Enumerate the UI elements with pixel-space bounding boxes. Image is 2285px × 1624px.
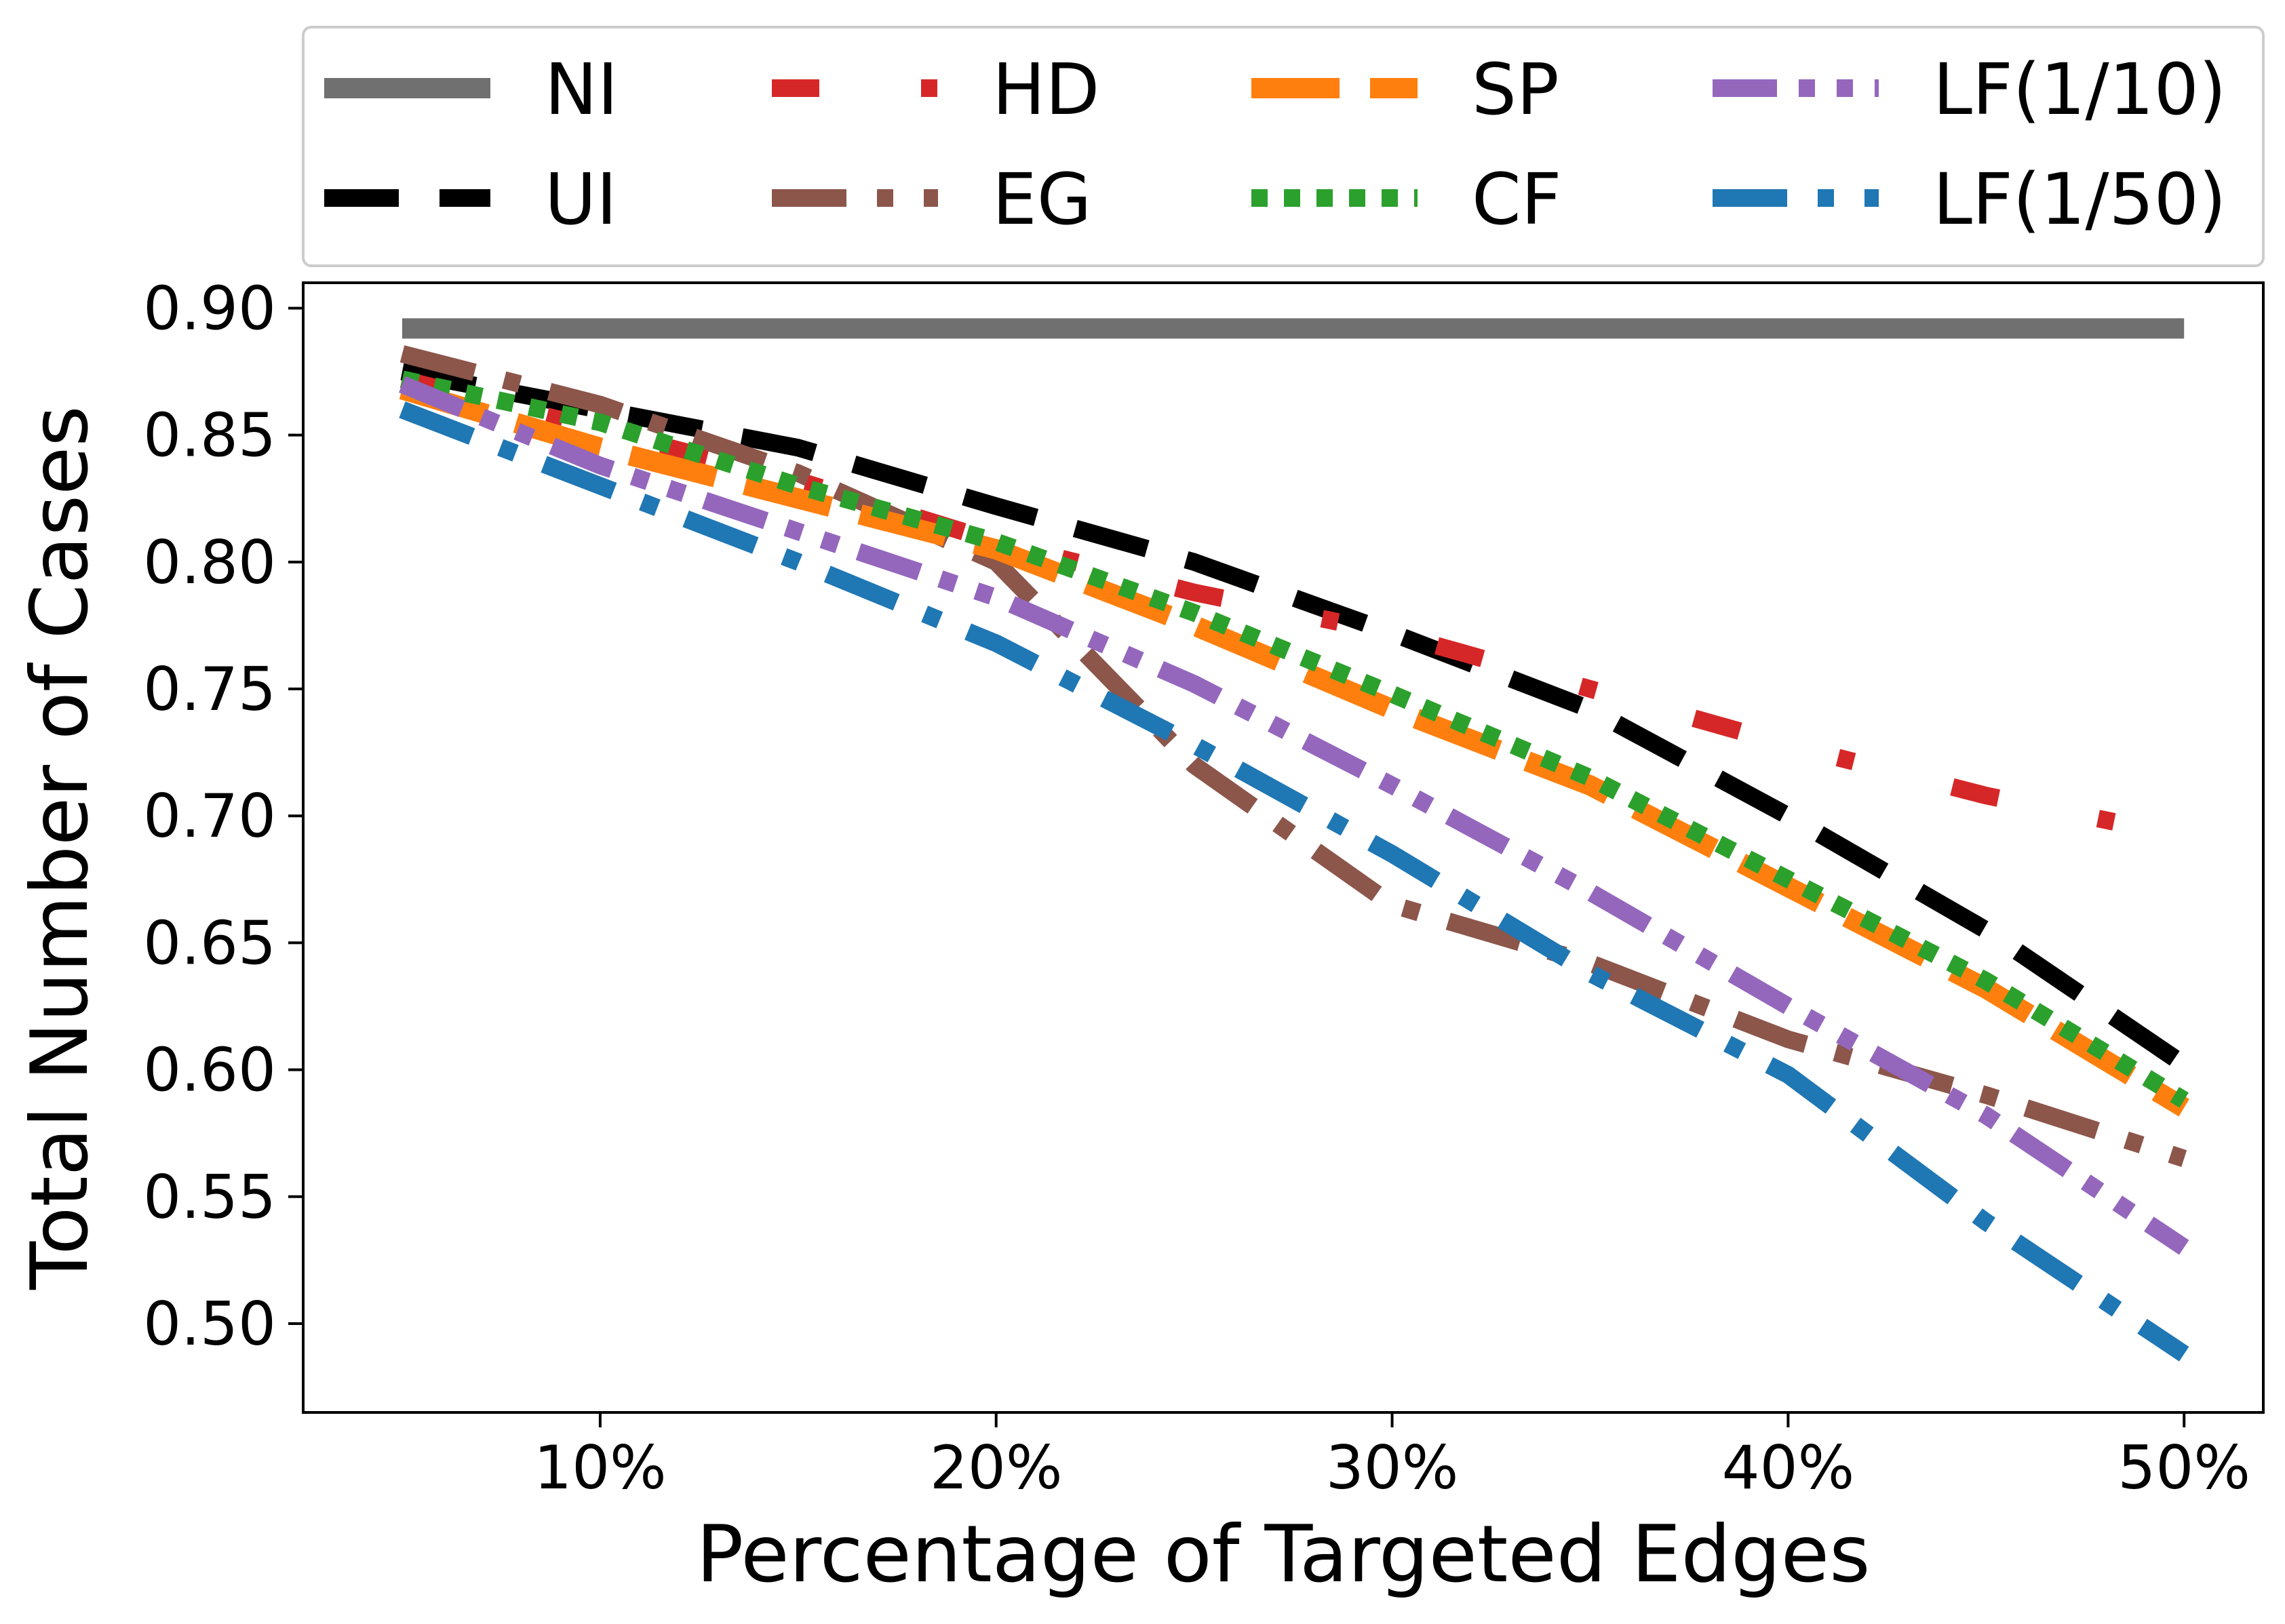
y-tick-label: 0.60 [143,1035,276,1105]
x-tick-label: 50% [2117,1433,2250,1503]
x-axis-title: Percentage of Targeted Edges [696,1509,1870,1600]
y-axis-title: Total Number of Cases [14,405,106,1290]
legend-label: NI [545,48,618,131]
y-tick-label: 0.55 [143,1162,276,1232]
legend-label: LF(1/10) [1933,48,2226,131]
legend-item: LF(1/50) [1713,158,2226,241]
series-line-sp [399,379,2189,1117]
series-line-ui [400,363,2189,1072]
legend: NI UI HD EG SP CF LF(1/10) LF(1/50) [302,26,2265,267]
x-tick-label: 40% [1722,1433,1855,1503]
x-tick-label: 20% [930,1433,1063,1503]
legend-items: NI UI HD EG SP CF LF(1/10) LF(1/50) [324,48,2226,241]
legend-item: HD [772,48,1099,131]
legend-label: CF [1472,158,1561,241]
x-tick-label: 10% [534,1433,667,1503]
y-tick-label: 0.65 [143,908,276,978]
y-tick-label: 0.90 [143,273,276,343]
legend-label: SP [1472,48,1559,131]
series-layer [399,318,2189,1362]
y-tick-label: 0.50 [143,1289,276,1359]
legend-item: SP [1251,48,1559,131]
series-line-lf150 [399,401,2189,1362]
legend-label: LF(1/50) [1933,158,2226,241]
legend-label: UI [545,158,617,241]
y-tick-label: 0.80 [143,528,276,597]
series-line-lf110 [399,376,2189,1255]
legend-label: EG [992,158,1091,241]
y-tick-label: 0.75 [143,654,276,724]
legend-item: CF [1251,158,1561,241]
legend-item: EG [772,158,1091,241]
axis-ticks: 10% 20% 30% 40% 50% 0.50 0.55 0.60 0.65 0.70 0.75 0… [143,273,2250,1503]
series-line-cf [400,370,2189,1108]
y-tick-label: 0.70 [143,781,276,851]
legend-item: LF(1/10) [1713,48,2226,131]
plot-frame [302,281,2265,1414]
y-tick-label: 0.85 [143,401,276,471]
legend-label: HD [992,48,1099,131]
legend-item: NI [324,48,618,131]
x-tick-label: 30% [1326,1433,1459,1503]
legend-item: UI [324,158,617,241]
